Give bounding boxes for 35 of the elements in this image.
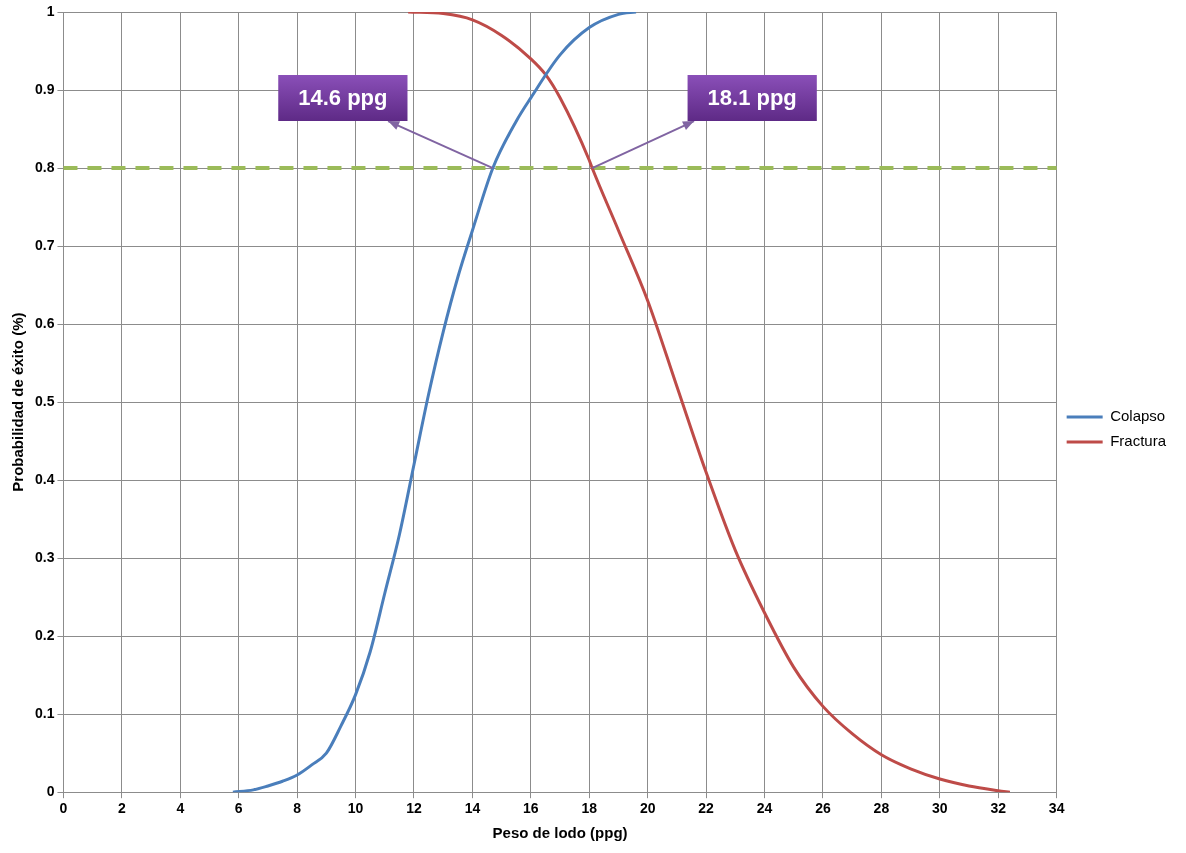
y-tick-label: 0.3 [34, 549, 55, 565]
x-tick-label: 20 [639, 800, 656, 817]
y-axis-title: Probabilidad de éxito (%) [9, 312, 27, 492]
x-tick-label: 12 [406, 800, 422, 817]
x-tick-label: 26 [815, 800, 831, 817]
x-tick-label: 10 [347, 800, 364, 817]
y-tick-label: 0.9 [34, 80, 55, 97]
x-tick-label: 34 [1048, 800, 1065, 817]
y-tick-label: 0.5 [34, 392, 55, 409]
x-tick-label: 32 [990, 800, 1007, 817]
x-tick-label: 14 [464, 800, 481, 817]
annotation: 14.6 ppg [298, 85, 388, 111]
y-tick-label: 0.8 [34, 158, 55, 175]
x-tick-label: 30 [932, 800, 948, 817]
y-tick-label: 1 [46, 2, 55, 19]
x-tick-label: 22 [698, 800, 715, 817]
x-tick-label: 18 [581, 800, 598, 817]
x-tick-label: 24 [756, 800, 773, 817]
x-tick-label: 28 [873, 800, 890, 817]
x-tick-label: 2 [117, 800, 126, 817]
y-tick-label: 0.2 [34, 627, 55, 644]
x-tick-label: 6 [234, 800, 243, 817]
y-tick-label: 0 [46, 783, 55, 800]
legend-label: Fractura [1110, 432, 1167, 450]
y-tick-label: 0.6 [34, 314, 55, 331]
x-axis-title: Peso de lodo (ppg) [492, 824, 628, 842]
x-tick-label: 16 [523, 800, 539, 817]
legend-label: Colapso [1110, 407, 1166, 425]
annotation: 18.1 ppg [707, 85, 797, 111]
y-tick-label: 0.7 [34, 236, 55, 253]
y-tick-label: 0.1 [34, 705, 55, 722]
y-tick-label: 0.4 [34, 470, 55, 487]
x-tick-label: 0 [59, 800, 68, 817]
x-tick-label: 8 [293, 800, 302, 817]
x-tick-label: 4 [176, 800, 185, 817]
